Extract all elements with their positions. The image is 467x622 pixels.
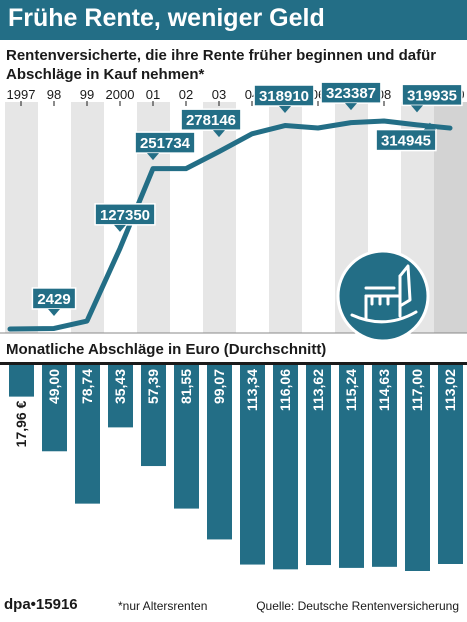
data-label-text: 318910 — [259, 88, 309, 105]
data-label-pointer — [345, 103, 357, 111]
data-label: 314945 — [375, 122, 437, 152]
chart-title: Frühe Rente, weniger Geld — [8, 4, 325, 32]
deduction-bar — [207, 365, 232, 540]
data-label: 2429 — [31, 287, 77, 316]
deduction-bar — [141, 365, 166, 467]
column-stripe — [269, 102, 302, 333]
bar-value-label: 81,55 — [178, 369, 194, 404]
bar-value-label: 57,39 — [145, 369, 161, 404]
data-label-pointer — [213, 130, 225, 138]
bar-value-label: 17,96 € — [13, 400, 29, 447]
deduction-bar — [306, 365, 331, 566]
deduction-bar — [9, 365, 34, 397]
bar-value-label: 113,02 — [442, 369, 458, 411]
bar-value-label: 114,63 — [376, 369, 392, 411]
year-tick-label: 03 — [212, 87, 226, 102]
data-label: 319935 — [401, 83, 463, 113]
deduction-bar — [372, 365, 397, 567]
bar-value-label: 117,00 — [409, 369, 425, 411]
data-label: 251734 — [134, 131, 196, 161]
data-label-text: 278146 — [186, 112, 236, 129]
deduction-bar — [108, 365, 133, 428]
chart-subtitle: Rentenversicherte, die ihre Rente früher… — [6, 47, 437, 83]
bar-value-label: 99,07 — [211, 369, 227, 404]
pensioners-line — [7, 118, 453, 332]
column-stripe — [434, 102, 467, 333]
bar-value-label: 116,06 — [277, 369, 293, 411]
data-label-text: 323387 — [326, 85, 376, 102]
agency-credit: dpa•15916 — [4, 596, 78, 613]
year-tick-label: 99 — [80, 87, 94, 102]
data-label-text: 2429 — [37, 291, 70, 308]
year-tick-label: 98 — [47, 87, 61, 102]
data-label: 278146 — [180, 108, 242, 138]
source-note: Quelle: Deutsche Rentenversicherung — [256, 599, 459, 613]
data-label: 127350 — [94, 203, 156, 232]
bar-section-title: Monatliche Abschläge in Euro (Durchschni… — [6, 341, 327, 358]
data-label-pointer — [423, 122, 436, 130]
data-label-pointer — [114, 224, 126, 232]
bar-chart-baseline — [0, 362, 467, 365]
bar-value-label: 115,24 — [343, 369, 359, 411]
deduction-bar — [273, 365, 298, 570]
bar-value-label: 49,00 — [46, 369, 62, 404]
year-tick-label: 2000 — [106, 87, 135, 102]
deduction-bar — [240, 365, 265, 565]
deduction-bar — [42, 365, 67, 452]
bar-value-label: 113,34 — [244, 369, 260, 411]
footnote: *nur Altersrenten — [118, 599, 208, 613]
data-label: 318910 — [253, 84, 315, 114]
data-label-box — [401, 83, 463, 107]
data-label-text: 319935 — [407, 87, 457, 104]
column-stripe — [203, 102, 236, 333]
deduction-bar — [339, 365, 364, 568]
year-tick-label: 01 — [146, 87, 160, 102]
bar-value-label: 78,74 — [79, 369, 95, 404]
data-label-box — [375, 128, 437, 152]
data-label-pointer — [147, 153, 159, 161]
bar-value-label: 35,43 — [112, 369, 128, 404]
year-tick-label: 02 — [179, 87, 193, 102]
deduction-bar — [438, 365, 463, 564]
deduction-bar — [174, 365, 199, 509]
data-label-box — [134, 131, 196, 154]
bar-value-label: 113,62 — [310, 369, 326, 411]
data-label-pointer — [279, 106, 291, 114]
rocking-chair-icon — [336, 249, 430, 343]
data-label-text: 127350 — [100, 207, 150, 224]
data-label-pointer — [48, 308, 60, 316]
data-label-pointer — [411, 105, 423, 113]
data-label-text: 314945 — [381, 133, 431, 150]
header-bar: Frühe Rente, weniger Geld — [0, 0, 467, 40]
deduction-bar — [75, 365, 100, 504]
data-label-box — [180, 108, 242, 131]
year-tick-label: 1997 — [7, 87, 36, 102]
data-label: 323387 — [320, 81, 382, 111]
deduction-bar — [405, 365, 430, 571]
data-label-text: 251734 — [140, 135, 191, 152]
